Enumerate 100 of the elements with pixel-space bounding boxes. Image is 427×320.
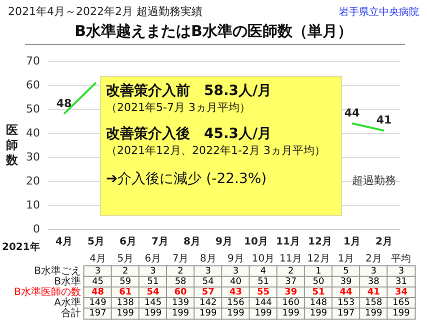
data-label: 37 [285, 276, 297, 287]
x-tick-label: 5月 [88, 236, 104, 248]
x-tick-label: 9月 [228, 254, 244, 264]
data-label: 3 [150, 266, 156, 276]
x-tick-label: 4月 [56, 236, 72, 248]
x-tick-label: 6月 [144, 254, 162, 264]
x-tick-label: 1月 [344, 236, 360, 248]
data-label: 5 [343, 266, 349, 276]
data-label: 2 [288, 266, 294, 276]
data-label: 199 [365, 308, 382, 319]
data-label: 31 [395, 276, 407, 287]
x-tick-label: 9月 [216, 236, 232, 248]
data-label: 142 [200, 298, 217, 308]
data-label: 41 [367, 288, 380, 298]
data-label: 2 [122, 266, 128, 276]
x-tick-label: 7月 [152, 236, 168, 248]
x-tick-label: 8月 [200, 254, 216, 264]
data-label: 39 [340, 276, 352, 287]
data-label: 197 [89, 308, 106, 319]
data-label: 48 [92, 288, 104, 298]
x-tick-label: 12月 [308, 236, 332, 248]
data-label: 58 [174, 276, 187, 287]
data-label: 51 [312, 288, 325, 298]
x-tick-label: 8月 [184, 236, 200, 248]
x-tick-label: 11月 [280, 254, 302, 264]
data-label: 139 [172, 298, 190, 308]
data-label: 51 [147, 276, 159, 287]
data-label: 40 [230, 276, 242, 287]
y-tick-label: 0 [33, 222, 40, 236]
x-tick-label: 2月 [376, 236, 392, 248]
data-label: 3 [370, 266, 376, 276]
data-label: 3 [232, 266, 239, 276]
data-label: 48 [56, 96, 72, 110]
data-label: 149 [89, 298, 107, 308]
data-label: 3 [94, 266, 101, 276]
x-tick-label: 4月 [90, 254, 106, 264]
data-label: 38 [368, 276, 380, 287]
x-tick-label: 2月 [365, 254, 382, 264]
data-label: 199 [254, 308, 272, 319]
data-label: 45 [92, 276, 104, 287]
data-label: 54 [146, 288, 160, 298]
x-tick-label: 12月 [307, 254, 330, 264]
data-label: 145 [144, 298, 162, 308]
x-tick-label: 7月 [172, 254, 189, 264]
data-label: 51 [258, 276, 270, 287]
data-label: 44 [340, 288, 352, 298]
data-label: 199 [392, 308, 410, 319]
text: 岩手県立中央病院 [339, 6, 419, 19]
data-label: 2 [178, 266, 184, 276]
data-label: 55 [257, 288, 270, 298]
data-label: 199 [172, 308, 190, 319]
annotation: （2021年5-7月 3ヵ月平均） [106, 100, 252, 115]
data-label: 59 [120, 276, 132, 287]
x-tick-label: 5月 [117, 254, 134, 264]
data-label: 156 [227, 298, 245, 308]
data-label: 39 [284, 288, 298, 298]
data-label: 3 [398, 266, 404, 276]
text: 2021年 [2, 240, 40, 254]
y-tick-label: 50 [26, 102, 40, 116]
data-label: 158 [365, 298, 382, 308]
data-label: 50 [312, 276, 324, 287]
data-label: 138 [116, 298, 134, 308]
data-label: 148 [310, 298, 328, 308]
data-label: 144 [254, 298, 272, 308]
y-tick-label: A水準 [54, 296, 81, 309]
data-label: 3 [205, 266, 211, 276]
annotation: （2021年12月、2022年1-2月 3ヵ月平均） [106, 143, 326, 158]
chart-title: B水準越えまたはB水準の医師数（単月） [74, 22, 354, 41]
data-label: 199 [282, 308, 300, 319]
y-axis-title: 医師数 [5, 123, 19, 167]
data-label: 199 [116, 308, 134, 319]
y-tick-label: 20 [26, 174, 40, 188]
x-tick-label: 11月 [276, 236, 300, 248]
y-tick-label: 30 [26, 150, 40, 164]
y-tick-label: 70 [26, 54, 40, 68]
annotation: 改善策介入後 45.3人/月 [106, 125, 273, 143]
y-tick-label: B水準医師の数 [14, 286, 81, 298]
annotation: ➔介入後に減少 (-22.3%) [106, 170, 268, 188]
y-tick-label: 40 [26, 126, 40, 140]
y-tick-label: B水準ごえ [34, 264, 81, 277]
data-label: 199 [200, 308, 217, 319]
data-label: 199 [144, 308, 162, 319]
data-label: 44 [344, 106, 360, 120]
annotation: 超過勤務 [352, 173, 396, 188]
data-label: 199 [310, 308, 328, 319]
x-tick-label: 6月 [120, 236, 136, 248]
data-label: 43 [229, 288, 242, 298]
x-tick-label: 10月 [244, 236, 268, 248]
y-tick-label: 60 [26, 78, 40, 92]
x-tick-label: 10月 [252, 254, 275, 264]
data-label: 54 [202, 276, 214, 287]
data-label: 61 [119, 288, 132, 298]
data-label: 1 [316, 266, 322, 276]
data-label: 153 [337, 298, 355, 308]
data-label: 165 [392, 298, 410, 308]
data-label: 199 [227, 308, 245, 319]
y-tick-label: B水準 [54, 275, 81, 288]
data-label: 57 [202, 288, 214, 298]
y-tick-label: 10 [26, 198, 40, 212]
text: 2021年4月～2022年2月 超過勤務実績 [8, 4, 202, 19]
